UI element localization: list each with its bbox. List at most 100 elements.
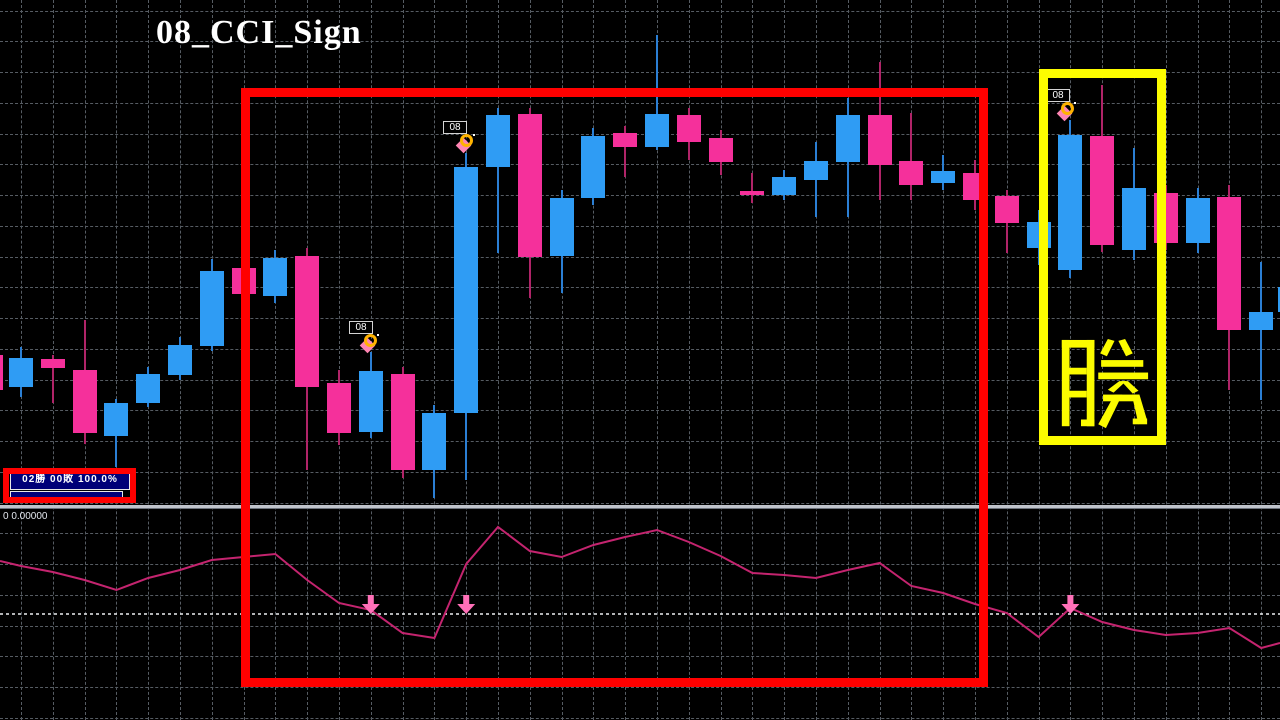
candlestick bbox=[708, 138, 733, 162]
candlestick bbox=[104, 403, 129, 436]
candlestick bbox=[931, 171, 956, 183]
grid-hline bbox=[0, 133, 1280, 135]
candlestick bbox=[1058, 135, 1083, 270]
candlestick bbox=[9, 358, 33, 387]
grid-hline bbox=[0, 594, 1280, 596]
grid-vline bbox=[1197, 0, 1199, 720]
grid-vline bbox=[561, 0, 563, 720]
candlestick bbox=[72, 370, 97, 433]
candlestick bbox=[199, 271, 224, 346]
sell-arrow-icon bbox=[361, 595, 380, 614]
candlestick bbox=[549, 198, 574, 256]
grid-hline bbox=[0, 410, 1280, 412]
candlestick bbox=[390, 374, 415, 470]
candlestick bbox=[1122, 188, 1146, 250]
grid-vline bbox=[211, 0, 213, 720]
candlestick bbox=[645, 114, 669, 147]
anchor-dot bbox=[473, 134, 475, 136]
candle-wick bbox=[497, 108, 499, 253]
grid-vline bbox=[1070, 0, 1072, 720]
candlestick bbox=[835, 115, 860, 162]
grid-hline bbox=[0, 348, 1280, 350]
grid-vline bbox=[1165, 0, 1167, 720]
grid-hline bbox=[0, 656, 1280, 658]
candlestick bbox=[867, 115, 892, 165]
grid-vline bbox=[975, 0, 976, 720]
grid-vline bbox=[1134, 0, 1135, 720]
grid-vline bbox=[847, 0, 849, 720]
grid-hline bbox=[0, 164, 1280, 166]
signal-ring-diamond-icon bbox=[1056, 102, 1077, 122]
candlestick bbox=[772, 177, 797, 195]
grid-vline bbox=[593, 0, 595, 720]
grid-hline bbox=[0, 287, 1280, 289]
grid-vline bbox=[498, 0, 499, 720]
candle-wick bbox=[751, 173, 754, 203]
ring-shape bbox=[1061, 102, 1074, 115]
grid-vline bbox=[784, 0, 786, 720]
anchor-dot bbox=[377, 334, 379, 336]
sell-arrow-icon bbox=[1061, 595, 1080, 614]
grid-vline bbox=[275, 0, 277, 720]
cci-indicator-line bbox=[0, 525, 1280, 650]
candlestick bbox=[804, 161, 828, 180]
candlestick bbox=[295, 256, 320, 387]
candlestick bbox=[168, 345, 192, 375]
grid-vline bbox=[1102, 0, 1104, 720]
grid-vline bbox=[625, 0, 627, 720]
signal-08-label: 08 bbox=[349, 321, 373, 334]
stats-highlight-red-frame bbox=[3, 468, 136, 503]
grid-hline bbox=[0, 379, 1280, 381]
grid-hline bbox=[0, 10, 1280, 12]
page-title: 08_CCI_Sign bbox=[156, 14, 362, 51]
grid-hline bbox=[0, 441, 1280, 442]
candlestick bbox=[1090, 136, 1115, 245]
candlestick bbox=[40, 359, 65, 368]
candlestick bbox=[263, 258, 288, 296]
grid-vline bbox=[148, 0, 150, 720]
grid-hline bbox=[0, 72, 1280, 73]
candle-wick bbox=[910, 113, 913, 200]
indicator-value-label: 0 0.00000 bbox=[3, 511, 48, 522]
candlestick bbox=[740, 191, 765, 195]
signal-ring-diamond-icon bbox=[359, 334, 380, 354]
candlestick bbox=[676, 115, 701, 142]
grid-vline bbox=[688, 0, 690, 720]
sell-arrow-icon bbox=[457, 595, 476, 614]
grid-hline bbox=[0, 256, 1280, 258]
win-kanji bbox=[1061, 339, 1149, 429]
grid-vline bbox=[1006, 0, 1008, 720]
grid-hline bbox=[0, 41, 1280, 43]
candlestick bbox=[422, 413, 447, 470]
candlestick bbox=[1249, 312, 1274, 330]
grid-hline bbox=[0, 687, 1280, 688]
candlestick bbox=[454, 167, 479, 413]
candlestick bbox=[613, 133, 638, 147]
anchor-dot bbox=[1074, 102, 1076, 104]
grid-vline bbox=[529, 0, 531, 720]
candlestick bbox=[0, 355, 3, 390]
candlestick bbox=[1217, 197, 1242, 330]
candlestick bbox=[1278, 287, 1280, 312]
candlestick bbox=[994, 196, 1019, 223]
candlestick bbox=[136, 374, 161, 403]
red-highlight-frame bbox=[241, 88, 988, 687]
grid-vline bbox=[816, 0, 817, 720]
grid-hline bbox=[0, 502, 1280, 504]
grid-hline bbox=[0, 225, 1280, 227]
grid-hline bbox=[0, 471, 1280, 473]
candlestick bbox=[358, 371, 383, 432]
panel-separator[interactable] bbox=[0, 505, 1280, 509]
grid-vline bbox=[434, 0, 436, 720]
candle-wick bbox=[624, 126, 627, 177]
grid-vline bbox=[116, 0, 118, 720]
candle-wick bbox=[1260, 262, 1263, 400]
grid-vline bbox=[402, 0, 404, 720]
candle-wick bbox=[51, 355, 54, 403]
ring-shape bbox=[460, 134, 473, 147]
signal-ring-diamond-icon bbox=[455, 134, 476, 154]
grid-vline bbox=[657, 0, 658, 720]
grid-hline bbox=[0, 195, 1280, 196]
